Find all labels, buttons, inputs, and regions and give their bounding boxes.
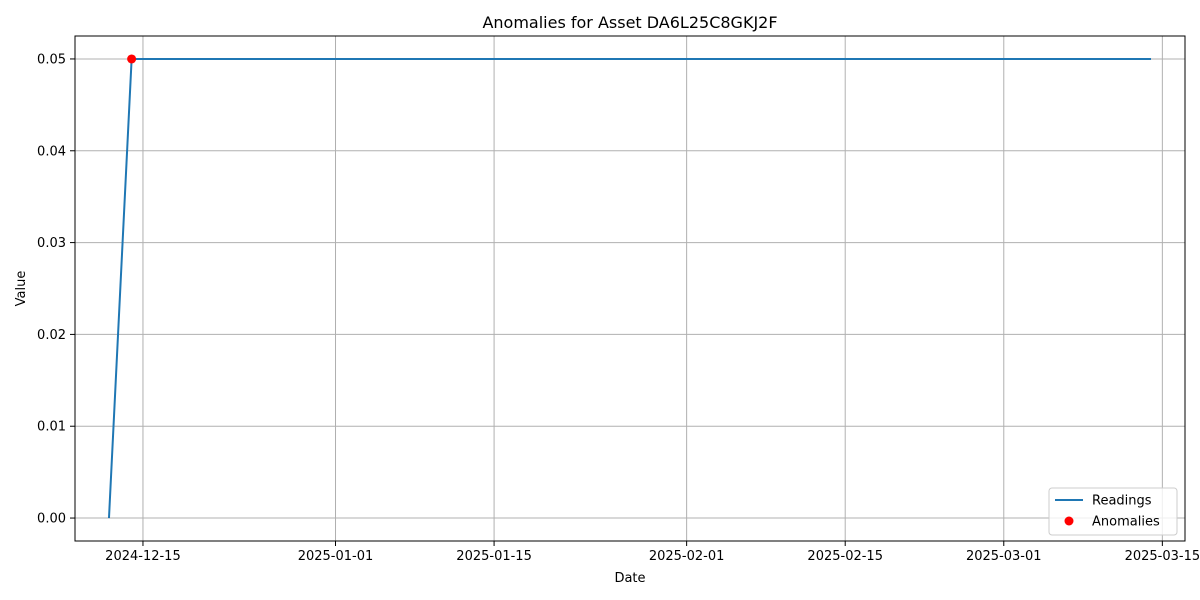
x-axis: 2024-12-15 2025-01-01 2025-01-15 2025-02-01… — [105, 541, 1200, 564]
y-tick-label: 0.01 — [37, 420, 66, 435]
legend: Readings Anomalies — [1048, 487, 1178, 536]
chart-title: Anomalies for Asset DA6L25C8GKJ2F — [482, 13, 777, 32]
series-layer — [107, 54, 1152, 519]
x-tick-label: 2025-02-15 — [807, 549, 883, 564]
y-axis: 0.00 0.01 0.02 0.03 0.04 0.05 — [37, 52, 75, 527]
plot-frame — [74, 35, 1186, 542]
anomaly-point — [127, 54, 137, 64]
x-tick-label: 2025-01-01 — [298, 549, 374, 564]
x-tick-label: 2025-03-01 — [966, 549, 1042, 564]
legend-label-anomalies: Anomalies — [1092, 515, 1160, 530]
x-tick-label: 2025-02-01 — [649, 549, 725, 564]
y-tick-label: 0.04 — [37, 144, 66, 159]
x-tick-label: 2024-12-15 — [105, 549, 181, 564]
x-tick-label: 2025-03-15 — [1125, 549, 1200, 564]
y-tick-label: 0.03 — [37, 236, 66, 251]
x-axis-label: Date — [614, 571, 645, 586]
legend-label-readings: Readings — [1092, 494, 1152, 509]
y-tick-label: 0.00 — [37, 512, 66, 527]
y-axis-label: Value — [14, 271, 29, 307]
legend-anomalies-swatch — [1064, 516, 1074, 526]
y-tick-label: 0.02 — [37, 328, 66, 343]
x-tick-label: 2025-01-15 — [456, 549, 532, 564]
y-tick-label: 0.05 — [37, 52, 66, 67]
